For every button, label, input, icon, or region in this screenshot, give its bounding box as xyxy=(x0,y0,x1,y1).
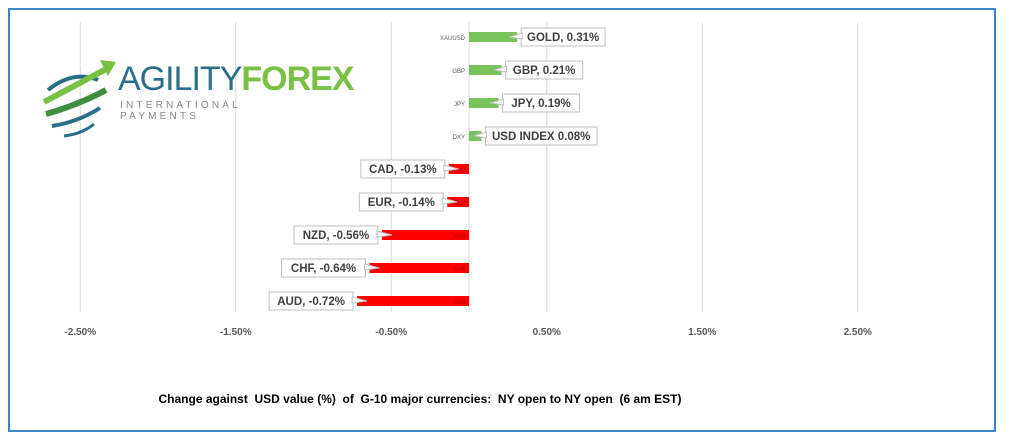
data-label-callout: JPY, 0.19% xyxy=(490,93,581,113)
data-label: CAD, -0.13% xyxy=(369,164,437,176)
callout-pointer xyxy=(443,164,459,172)
category-label: DXY xyxy=(453,135,465,141)
x-tick-label: -0.50% xyxy=(375,327,407,338)
category-label: EUR xyxy=(453,201,466,207)
logo-word-forex: FOREX xyxy=(241,60,354,98)
bar xyxy=(469,98,499,108)
data-label: AUD, -0.72% xyxy=(277,296,345,308)
bar xyxy=(469,65,502,75)
data-label-callout: CAD, -0.13% xyxy=(360,159,459,179)
logo-tagline: INTERNATIONAL PAYMENTS xyxy=(120,100,241,122)
bar xyxy=(469,32,518,42)
data-label: JPY, 0.19% xyxy=(511,98,570,110)
callout-pointer xyxy=(376,230,393,238)
chart-caption: Change against USD value (%) of G-10 maj… xyxy=(158,392,682,406)
category-label: NZD xyxy=(454,234,467,240)
category-label: XAUUSD xyxy=(440,36,466,42)
data-label: GBP, 0.21% xyxy=(513,65,575,77)
category-label: AUD xyxy=(453,300,466,306)
x-tick-label: -2.50% xyxy=(64,327,96,338)
category-label: JPY xyxy=(454,102,465,108)
data-label-callout: AUD, -0.72% xyxy=(268,291,368,311)
logo-word-agility: AGILITY xyxy=(118,60,242,98)
callout-pointer xyxy=(363,263,380,271)
data-label: CHF, -0.64% xyxy=(291,263,356,275)
data-label-callout: EUR, -0.14% xyxy=(358,192,458,212)
callout-pointer xyxy=(493,65,508,73)
data-label: EUR, -0.14% xyxy=(368,197,435,209)
bar xyxy=(381,230,469,240)
callout-pointer xyxy=(490,98,505,106)
x-tick-label: 1.50% xyxy=(688,327,716,338)
x-tick-label: -1.50% xyxy=(220,327,252,338)
bar xyxy=(357,296,469,306)
bar xyxy=(447,197,469,207)
data-label-callout: GOLD, 0.31% xyxy=(509,27,606,47)
x-tick-label: 0.50% xyxy=(533,327,561,338)
agility-forex-logo: AGILITYFOREX INTERNATIONAL PAYMENTS xyxy=(38,50,355,140)
callout-pointer xyxy=(351,296,368,304)
x-tick-label: 2.50% xyxy=(844,327,872,338)
data-label: GOLD, 0.31% xyxy=(527,32,599,44)
data-label-callout: GBP, 0.21% xyxy=(493,60,584,80)
globe-arrow-icon xyxy=(41,60,116,138)
bar xyxy=(448,164,469,174)
data-label-callout: NZD, -0.56% xyxy=(293,225,393,245)
data-label: USD INDEX 0.08% xyxy=(492,131,590,143)
category-label: CHF xyxy=(454,267,467,273)
callout-pointer xyxy=(441,197,458,205)
callout-pointer xyxy=(473,131,487,139)
data-label-callout: USD INDEX 0.08% xyxy=(473,126,598,146)
chart-frame xyxy=(8,8,996,432)
category-label: CAD xyxy=(453,168,466,174)
category-label: GBP xyxy=(452,69,465,75)
bar xyxy=(369,263,469,273)
data-label-callout: CHF, -0.64% xyxy=(281,258,380,278)
data-label: NZD, -0.56% xyxy=(303,230,369,242)
callout-pointer xyxy=(509,32,523,40)
